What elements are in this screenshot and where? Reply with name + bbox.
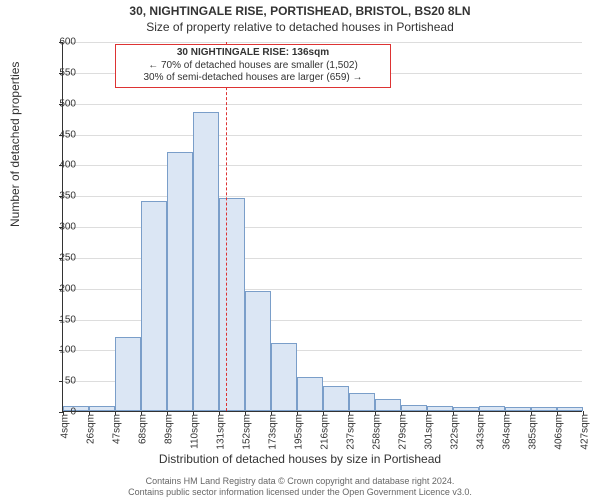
histogram-bar	[271, 343, 297, 411]
gridline	[63, 196, 582, 197]
x-tick-label: 173sqm	[268, 414, 279, 450]
y-tick-label: 150	[42, 314, 76, 325]
footer-line1: Contains HM Land Registry data © Crown c…	[0, 476, 600, 487]
histogram-bar	[89, 406, 115, 411]
histogram-bar	[531, 407, 557, 411]
y-tick-label: 550	[42, 67, 76, 78]
footer-attribution: Contains HM Land Registry data © Crown c…	[0, 476, 600, 498]
histogram-bar	[219, 198, 245, 411]
histogram-bar	[349, 393, 375, 412]
x-tick-label: 343sqm	[476, 414, 487, 450]
annotation-line3: 30% of semi-detached houses are larger (…	[120, 72, 386, 85]
y-tick-label: 200	[42, 283, 76, 294]
x-tick-label: 26sqm	[86, 414, 97, 444]
x-tick-label: 427sqm	[580, 414, 591, 450]
y-axis-label: Number of detached properties	[8, 62, 22, 227]
y-tick-label: 600	[42, 37, 76, 48]
plot-area-wrap: 4sqm26sqm47sqm68sqm89sqm110sqm131sqm152s…	[62, 42, 582, 412]
annotation-box: 30 NIGHTINGALE RISE: 136sqm← 70% of deta…	[115, 44, 391, 88]
histogram-bar	[167, 152, 193, 411]
y-tick-label: 400	[42, 160, 76, 171]
histogram-bar	[505, 407, 531, 411]
histogram-bar	[375, 399, 401, 411]
x-tick-label: 152sqm	[242, 414, 253, 450]
x-tick-label: 195sqm	[294, 414, 305, 450]
x-tick-label: 322sqm	[450, 414, 461, 450]
x-tick-label: 110sqm	[190, 414, 201, 449]
histogram-bar	[193, 112, 219, 411]
y-tick-label: 100	[42, 345, 76, 356]
annotation-line1: 30 NIGHTINGALE RISE: 136sqm	[120, 47, 386, 60]
x-tick-label: 279sqm	[398, 414, 409, 450]
histogram-bar	[453, 407, 479, 411]
gridline	[63, 42, 582, 43]
x-tick-label: 406sqm	[554, 414, 565, 450]
y-tick-label: 500	[42, 98, 76, 109]
x-tick-label: 237sqm	[346, 414, 357, 450]
gridline	[63, 135, 582, 136]
histogram-bar	[115, 337, 141, 411]
reference-line	[226, 42, 227, 411]
plot-area: 4sqm26sqm47sqm68sqm89sqm110sqm131sqm152s…	[62, 42, 582, 412]
y-tick-label: 0	[42, 407, 76, 418]
histogram-bar	[401, 405, 427, 411]
x-tick-label: 216sqm	[320, 414, 331, 450]
histogram-bar	[479, 406, 505, 411]
y-tick-label: 50	[42, 376, 76, 387]
x-tick-label: 68sqm	[138, 414, 149, 444]
histogram-bar	[297, 377, 323, 411]
histogram-bar	[557, 407, 583, 411]
histogram-bar	[323, 386, 349, 411]
x-axis-label: Distribution of detached houses by size …	[0, 452, 600, 466]
x-tick-label: 47sqm	[112, 414, 123, 444]
x-tick-label: 364sqm	[502, 414, 513, 450]
histogram-bar	[245, 291, 271, 411]
chart-title-line1: 30, NIGHTINGALE RISE, PORTISHEAD, BRISTO…	[0, 4, 600, 18]
histogram-bar	[141, 201, 167, 411]
y-tick-label: 300	[42, 222, 76, 233]
x-tick-label: 89sqm	[164, 414, 175, 444]
y-tick-label: 450	[42, 129, 76, 140]
annotation-line2: ← 70% of detached houses are smaller (1,…	[120, 60, 386, 73]
x-tick-label: 301sqm	[424, 414, 435, 450]
gridline	[63, 104, 582, 105]
gridline	[63, 165, 582, 166]
x-tick-label: 385sqm	[528, 414, 539, 450]
x-tick-label: 4sqm	[60, 414, 71, 438]
histogram-bar	[427, 406, 453, 411]
x-tick-label: 258sqm	[372, 414, 383, 450]
footer-line2: Contains public sector information licen…	[0, 487, 600, 498]
x-tick-label: 131sqm	[216, 414, 227, 450]
y-tick-label: 250	[42, 252, 76, 263]
y-tick-label: 350	[42, 191, 76, 202]
chart-title-line2: Size of property relative to detached ho…	[0, 20, 600, 34]
